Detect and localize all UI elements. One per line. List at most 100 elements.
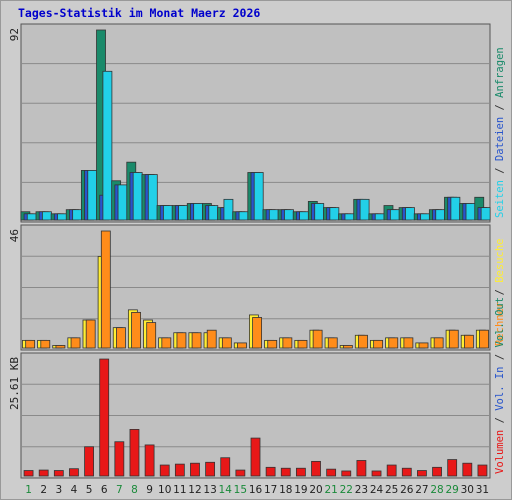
day-label-5: 5 <box>86 484 93 496</box>
day-label-13: 13 <box>203 484 216 496</box>
day-label-6: 6 <box>101 484 108 496</box>
legend-part: Volumen <box>494 430 506 474</box>
legend-part: Seiten <box>494 180 506 218</box>
bar-volumen-day-15 <box>235 469 246 477</box>
bar-rechner-day-19 <box>297 339 308 349</box>
legend-part: Rechner <box>494 302 506 346</box>
bar-seiten-day-20 <box>314 203 325 221</box>
bar-volumen-day-9 <box>144 444 155 477</box>
bar-rechner-day-6 <box>100 230 111 349</box>
bar-volumen-day-8 <box>129 428 140 477</box>
bar-seiten-day-8 <box>132 172 143 221</box>
bar-volumen-day-5 <box>84 446 94 477</box>
bar-seiten-day-24 <box>374 213 385 221</box>
bar-volumen-day-10 <box>159 464 170 477</box>
day-label-30: 30 <box>461 484 474 496</box>
bar-seiten-day-3 <box>57 213 67 221</box>
bar-seiten-day-26 <box>405 207 415 221</box>
bar-seiten-day-27 <box>420 213 431 221</box>
bar-volumen-day-6 <box>99 358 110 477</box>
bar-rechner-day-3 <box>55 345 66 349</box>
bar-seiten-day-18 <box>284 209 294 221</box>
bar-volumen-day-31 <box>477 464 488 477</box>
bar-seiten-day-5 <box>87 170 98 221</box>
bar-rechner-day-23 <box>358 334 368 349</box>
bar-rechner-day-18 <box>282 337 293 349</box>
chart-panel-2: 46 Rechner / Besuche <box>8 224 506 351</box>
day-label-26: 26 <box>400 484 414 496</box>
legend-part: / <box>494 161 506 180</box>
bar-rechner-day-17 <box>267 339 278 349</box>
bar-rechner-day-14 <box>221 337 232 349</box>
day-label-28: 28 <box>430 484 443 496</box>
bar-seiten-day-11 <box>178 205 188 221</box>
legend-part: Vol. In <box>494 367 506 411</box>
series-legend: Volumen / Vol. In / Vol. Out <box>494 297 506 474</box>
legend-part: Vol. Out <box>494 297 506 348</box>
bar-seiten-day-12 <box>193 203 204 221</box>
chart-panel-1: 92 Seiten / Dateien / Anfragen <box>8 23 506 223</box>
bar-rechner-day-27 <box>418 342 429 349</box>
y-max-label: 92 <box>8 28 21 41</box>
day-label-23: 23 <box>355 484 368 496</box>
day-label-1: 1 <box>25 484 32 496</box>
day-label-31: 31 <box>476 484 489 496</box>
bar-seiten-day-15 <box>238 211 249 221</box>
bar-rechner-day-20 <box>312 329 323 349</box>
bar-rechner-day-21 <box>327 337 338 349</box>
bar-volumen-day-18 <box>280 467 291 477</box>
bar-rechner-day-11 <box>176 332 187 349</box>
bar-volumen-day-16 <box>250 437 261 477</box>
bar-rechner-day-24 <box>373 339 384 349</box>
bar-rechner-day-13 <box>206 329 217 349</box>
bar-volumen-day-2 <box>38 469 49 477</box>
bar-seiten-day-14 <box>223 198 234 221</box>
bar-seiten-day-19 <box>299 211 309 221</box>
day-label-16: 16 <box>249 484 263 496</box>
y-max-label: 46 <box>8 229 21 242</box>
bar-volumen-day-27 <box>417 470 427 477</box>
day-label-8: 8 <box>131 484 138 496</box>
bar-seiten-day-7 <box>117 184 128 221</box>
bar-rechner-day-25 <box>388 337 399 349</box>
bar-volumen-day-17 <box>265 466 276 477</box>
bar-volumen-day-14 <box>220 457 231 477</box>
legend-part: Besuche <box>494 239 506 283</box>
bar-seiten-day-10 <box>163 205 173 221</box>
day-label-22: 22 <box>340 484 353 496</box>
bar-volumen-day-12 <box>190 462 200 477</box>
bar-rechner-day-31 <box>479 329 489 349</box>
bar-volumen-day-3 <box>53 470 64 477</box>
legend-part: Dateien <box>494 117 506 161</box>
day-label-2: 2 <box>40 484 47 496</box>
bar-volumen-day-22 <box>341 470 352 477</box>
day-axis-labels: 1 2 3 4 5 6 7 8 9 10 11 12 13 14 15 16 17 18 19 20 21 22 23 24 2… <box>25 484 489 496</box>
day-label-12: 12 <box>188 484 201 496</box>
bar-rechner-day-5 <box>85 319 96 349</box>
day-label-25: 25 <box>385 484 398 496</box>
day-label-17: 17 <box>264 484 277 496</box>
bar-rechner-day-2 <box>40 339 51 349</box>
legend-part: / <box>494 98 506 117</box>
day-label-11: 11 <box>173 484 186 496</box>
chart-panel-3: 25.61 KB Volumen / Vol. In / Vol. Out <box>8 297 506 479</box>
bar-volumen-day-1 <box>23 470 34 477</box>
bar-seiten-day-23 <box>359 198 370 221</box>
chart-title: Tages-Statistik im Monat Maerz 2026 <box>18 6 260 20</box>
bar-seiten-day-21 <box>329 207 340 221</box>
bar-volumen-day-13 <box>205 461 216 477</box>
bar-rechner-day-9 <box>146 322 157 349</box>
bar-rechner-day-7 <box>116 327 126 349</box>
bar-rechner-day-30 <box>464 334 474 349</box>
bar-seiten-day-28 <box>435 209 446 221</box>
bar-seiten-day-25 <box>389 209 400 221</box>
day-label-19: 19 <box>294 484 307 496</box>
bar-seiten-day-2 <box>41 211 52 221</box>
day-label-27: 27 <box>415 484 428 496</box>
bar-seiten-day-22 <box>344 213 355 221</box>
bar-volumen-day-28 <box>432 466 442 477</box>
series-legend: Seiten / Dateien / Anfragen <box>494 47 506 218</box>
bar-seiten-day-30 <box>465 203 476 221</box>
bar-seiten-day-29 <box>450 196 461 221</box>
